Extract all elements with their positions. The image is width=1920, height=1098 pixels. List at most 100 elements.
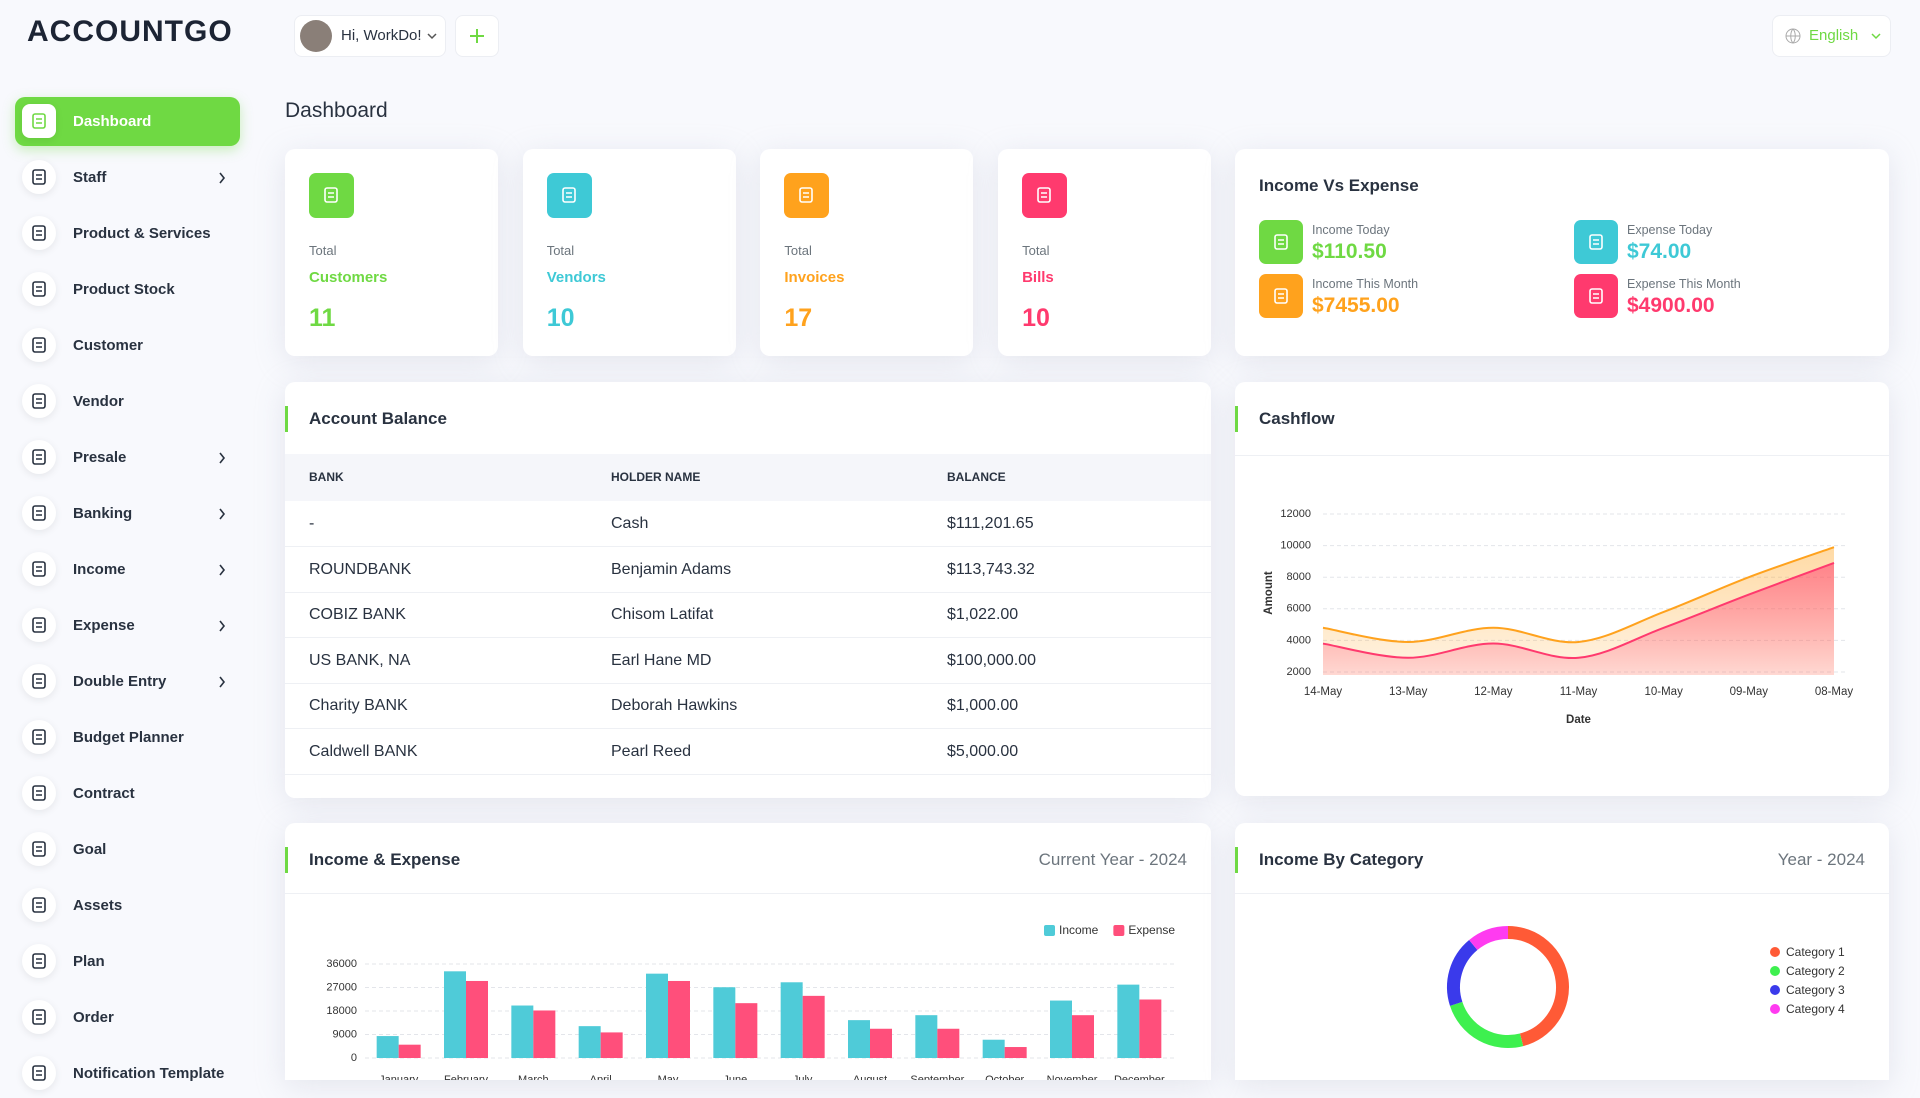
- menu-label: Banking: [73, 505, 133, 522]
- table-cell: $113,743.32: [947, 560, 1035, 578]
- menu-icon: [22, 776, 56, 810]
- glyph-shape: [36, 734, 42, 740]
- donut-segment: [1507, 926, 1569, 1047]
- glyph-shape: [36, 1014, 42, 1020]
- menu-label: Presale: [73, 449, 127, 466]
- glyph-shape: [32, 1009, 46, 1025]
- menu-item[interactable]: Goal: [15, 825, 240, 874]
- bar: [533, 1010, 556, 1058]
- menu-item[interactable]: Budget Planner: [15, 713, 240, 762]
- menu-item[interactable]: Product & Services: [15, 209, 240, 258]
- glyph-shape: [32, 449, 46, 465]
- cashflow-card: Cashflow 2000 4000 6000 8000 10000 12000 14-Ma…: [1235, 382, 1889, 796]
- legend-label: Income: [1059, 923, 1099, 937]
- add-button[interactable]: [455, 15, 499, 57]
- menu-item[interactable]: Banking: [15, 489, 240, 538]
- menu-label: Contract: [73, 785, 135, 802]
- menu-item[interactable]: Staff: [15, 153, 240, 202]
- x-tick-label: October: [985, 1074, 1024, 1080]
- stat-card: Total Invoices 17: [760, 149, 974, 356]
- menu-item[interactable]: Contract: [15, 769, 240, 818]
- icon-glyph: [32, 225, 46, 241]
- icon-glyph: [32, 393, 46, 409]
- glyph-shape: [803, 192, 810, 198]
- menu-item[interactable]: Expense: [15, 601, 240, 650]
- menu-label: Budget Planner: [73, 729, 184, 746]
- stat-card: Total Customers 11: [285, 149, 498, 356]
- income-expense-card: Income & Expense Current Year - 2024 0 90…: [285, 823, 1211, 1080]
- income-expense-chart: 0 9000 18000 27000 36000 Income Expense January…: [326, 923, 1177, 1080]
- icon-glyph: [1037, 187, 1051, 203]
- logo[interactable]: ACCOUNTGO: [27, 15, 233, 48]
- menu-label: Plan: [73, 953, 105, 970]
- menu-icon: [22, 440, 56, 474]
- menu-item[interactable]: Income: [15, 545, 240, 594]
- menu-item[interactable]: Vendor: [15, 377, 240, 426]
- column-header: BALANCE: [947, 470, 1006, 484]
- menu-item[interactable]: Product Stock: [15, 265, 240, 314]
- glyph-shape: [36, 566, 42, 572]
- accent: [1235, 406, 1238, 432]
- card-title: Income By Category: [1259, 850, 1424, 869]
- summary-value: $7455.00: [1312, 294, 1400, 317]
- glyph-shape: [799, 187, 814, 203]
- glyph-shape: [32, 673, 46, 689]
- menu-icon: [22, 720, 56, 754]
- x-tick-label: July: [793, 1074, 813, 1080]
- icon-glyph: [561, 187, 576, 203]
- glyph-shape: [36, 174, 42, 180]
- bar: [646, 973, 668, 1058]
- line: [1322, 546, 1835, 644]
- icon-glyph: [799, 187, 814, 203]
- bar: [848, 1020, 870, 1058]
- menu-item[interactable]: Presale: [15, 433, 240, 482]
- legend-label: Category 1: [1786, 945, 1845, 959]
- submenu-chevron: [219, 620, 226, 632]
- stat-card: Total Bills 10: [998, 149, 1212, 356]
- stat-label: Total: [1022, 243, 1050, 258]
- menu-item[interactable]: Double Entry: [15, 657, 240, 706]
- menu-icon: [22, 384, 56, 418]
- summary-label: Expense Today: [1627, 223, 1713, 237]
- x-tick-label: December: [1114, 1074, 1165, 1080]
- x-axis-label: Date: [1566, 714, 1591, 726]
- card-subtitle: Year - 2024: [1777, 850, 1865, 869]
- menu-icon: [22, 160, 56, 194]
- x-tick-label: January: [379, 1074, 419, 1080]
- bar: [398, 1044, 421, 1058]
- menu-item[interactable]: Dashboard: [15, 97, 240, 146]
- bar: [578, 1026, 601, 1058]
- user-menu[interactable]: Hi, WorkDo!: [294, 15, 446, 57]
- glyph-shape: [565, 192, 572, 198]
- glyph-shape: [36, 230, 42, 236]
- table-cell: Caldwell BANK: [309, 742, 418, 760]
- card-title: Account Balance: [309, 409, 447, 428]
- chevron-line: [219, 620, 226, 632]
- stat-icon: [784, 173, 830, 218]
- x-tick-label: November: [1047, 1074, 1098, 1080]
- bar: [937, 1028, 960, 1058]
- table-cell: Cash: [611, 515, 649, 532]
- table-cell: $1,000.00: [947, 697, 1019, 714]
- bar: [982, 1039, 1005, 1058]
- chevron-line: [219, 452, 226, 464]
- menu-label: Order: [73, 1009, 114, 1026]
- menu-item[interactable]: Order: [15, 993, 240, 1042]
- menu-item[interactable]: Notification Template: [15, 1049, 240, 1098]
- glyph-shape: [36, 454, 42, 460]
- menu-icon: [22, 1056, 56, 1090]
- menu-icon: [22, 608, 56, 642]
- submenu-chevron: [219, 676, 226, 688]
- language-menu[interactable]: English: [1772, 15, 1891, 57]
- icon-glyph: [32, 729, 46, 745]
- glyph-shape: [36, 286, 42, 292]
- menu-item[interactable]: Assets: [15, 881, 240, 930]
- submenu-chevron: [219, 172, 226, 184]
- summary-icon: [1574, 274, 1618, 318]
- chevron-line: [219, 172, 226, 184]
- legend-label: Category 4: [1786, 1002, 1845, 1016]
- legend-label: Category 3: [1786, 983, 1845, 997]
- menu-item[interactable]: Customer: [15, 321, 240, 370]
- menu-label: Vendor: [73, 393, 124, 410]
- menu-item[interactable]: Plan: [15, 937, 240, 986]
